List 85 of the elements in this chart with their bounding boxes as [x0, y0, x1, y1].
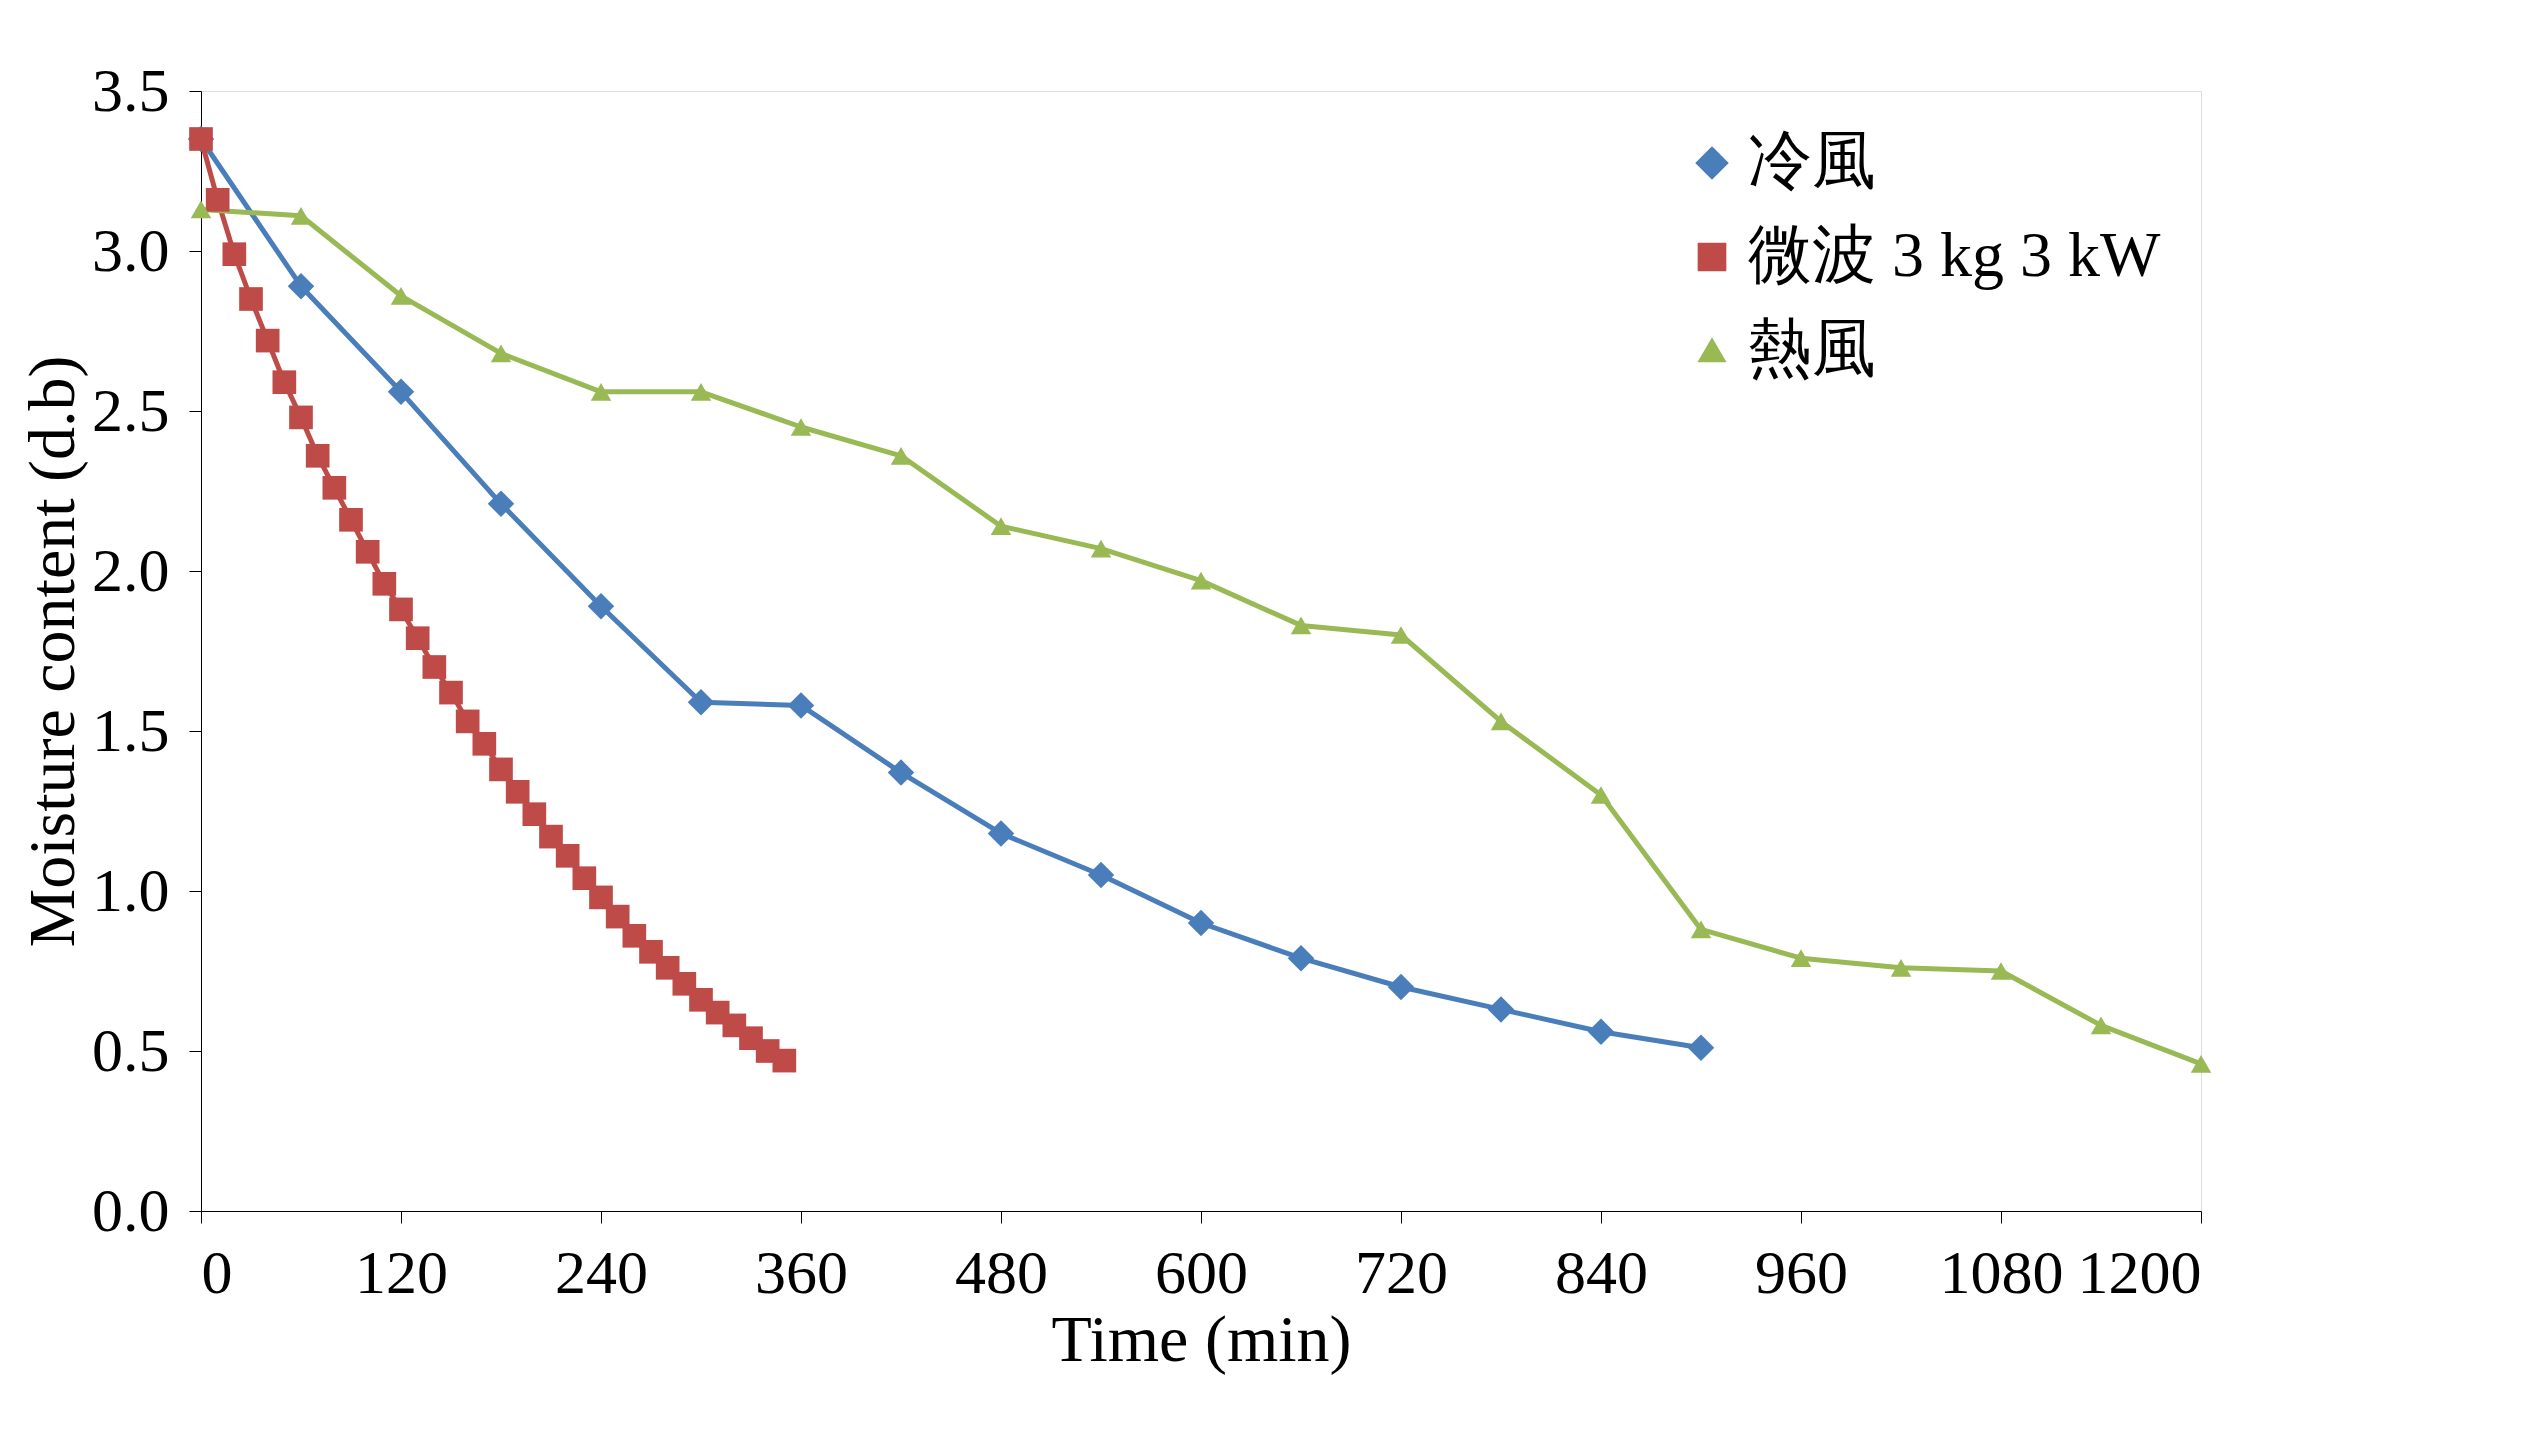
- point: [1290, 616, 1312, 635]
- point: [990, 517, 1012, 536]
- point: [390, 286, 412, 305]
- y-tick-label: 2.0: [92, 535, 170, 604]
- point: [605, 904, 630, 929]
- point: [589, 885, 613, 910]
- point: [372, 571, 397, 596]
- point: [255, 328, 280, 353]
- point: [472, 731, 497, 756]
- x-tick-label: 720: [1355, 1237, 1448, 1306]
- x-tick-label: 1080: [1939, 1237, 2064, 1306]
- point: [405, 626, 430, 651]
- point: [222, 242, 247, 267]
- point: [355, 539, 380, 564]
- point: [272, 370, 297, 395]
- point: [987, 820, 1015, 847]
- point: [1487, 996, 1515, 1023]
- x-tick-label: 0: [201, 1237, 233, 1306]
- point: [290, 206, 312, 225]
- point: [590, 382, 612, 401]
- point: [639, 939, 663, 964]
- y-tick-label: 1.5: [92, 695, 170, 764]
- point: [1587, 1018, 1615, 1046]
- point: [787, 692, 815, 719]
- point: [887, 759, 915, 786]
- point: [287, 272, 315, 300]
- point: [1490, 712, 1512, 731]
- y-tick-label: 1.0: [92, 855, 170, 924]
- point: [772, 1048, 797, 1073]
- x-tick-label: 240: [555, 1237, 648, 1306]
- point: [1087, 861, 1115, 889]
- point: [455, 709, 480, 734]
- point: [487, 490, 515, 518]
- point: [790, 418, 812, 436]
- x-tick-label: 840: [1555, 1237, 1648, 1306]
- point: [1287, 944, 1315, 972]
- point: [1187, 909, 1215, 937]
- point: [490, 344, 512, 363]
- point: [655, 955, 680, 980]
- y-tick-label: 3.5: [92, 55, 170, 124]
- x-tick-label: 1200: [2077, 1237, 2202, 1306]
- point: [489, 757, 513, 782]
- point: [2190, 1054, 2212, 1073]
- point: [387, 378, 415, 406]
- point: [1090, 539, 1112, 558]
- x-tick-label: 480: [955, 1237, 1048, 1306]
- point: [505, 779, 530, 804]
- point: [1687, 1034, 1715, 1062]
- x-tick-label: 960: [1755, 1237, 1848, 1306]
- point: [422, 655, 447, 679]
- y-axis-title: Moisture content (d.b): [15, 355, 89, 948]
- point: [239, 287, 263, 311]
- point: [687, 688, 715, 716]
- x-tick-label: 360: [755, 1237, 848, 1306]
- point: [539, 824, 563, 849]
- legend-label: 微波 3 kg 3 kW: [1748, 219, 2161, 290]
- point: [555, 843, 580, 868]
- y-tick-label: 0.0: [92, 1175, 170, 1244]
- point: [1890, 958, 1912, 977]
- point: [890, 446, 912, 465]
- point: [587, 592, 615, 620]
- y-tick-label: 3.0: [92, 215, 170, 284]
- point: [572, 866, 597, 891]
- point: [1590, 786, 1612, 804]
- point: [1190, 571, 1212, 590]
- legend-label: 熱風: [1748, 313, 1876, 384]
- point: [339, 507, 363, 532]
- point: [522, 802, 547, 827]
- x-tick-label: 120: [355, 1237, 448, 1306]
- point: [1790, 949, 1812, 968]
- point: [1990, 962, 2012, 980]
- legend-label: 冷風: [1748, 125, 1876, 196]
- y-tick-label: 0.5: [92, 1015, 170, 1084]
- y-tick-label: 2.5: [92, 375, 170, 444]
- point: [1387, 973, 1415, 1001]
- point: [305, 443, 330, 468]
- point: [205, 187, 230, 212]
- point: [289, 405, 313, 430]
- point: [1690, 920, 1712, 939]
- point: [439, 680, 463, 705]
- point: [389, 597, 413, 622]
- point: [322, 475, 347, 500]
- point: [190, 200, 212, 219]
- point: [2090, 1016, 2112, 1035]
- point: [690, 382, 712, 401]
